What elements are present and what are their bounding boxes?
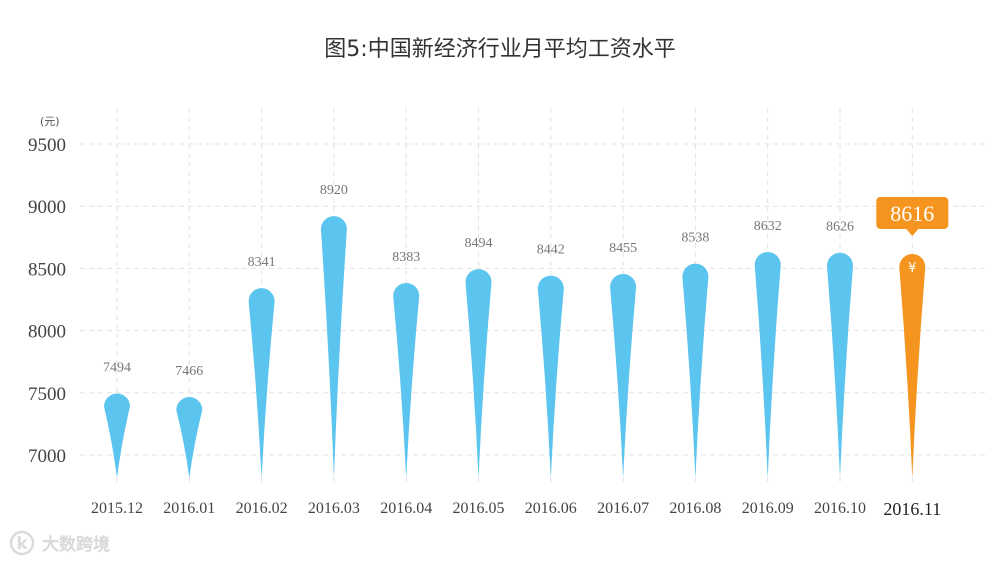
data-label: 8383 bbox=[392, 250, 420, 265]
data-label: 7466 bbox=[175, 364, 203, 379]
svg-text:k: k bbox=[16, 534, 28, 554]
currency-symbol: ¥ bbox=[908, 261, 916, 276]
x-tick-label: 2016.04 bbox=[380, 500, 432, 517]
data-label: 8920 bbox=[320, 183, 348, 198]
y-tick-label: 7000 bbox=[28, 446, 66, 467]
bar bbox=[682, 263, 709, 478]
bar-highlight bbox=[899, 253, 926, 478]
data-label: 8632 bbox=[754, 219, 782, 234]
x-tick-label: 2016.09 bbox=[742, 500, 794, 517]
data-label: 8626 bbox=[826, 220, 854, 235]
bar bbox=[827, 252, 853, 478]
x-tick-label: 2016.07 bbox=[597, 500, 649, 517]
x-tick-label: 2016.11 bbox=[883, 499, 941, 519]
bar bbox=[248, 288, 275, 478]
data-label: 8494 bbox=[465, 236, 493, 251]
data-label: 8455 bbox=[609, 241, 637, 256]
callout-box bbox=[876, 196, 949, 229]
data-label: 8538 bbox=[681, 231, 709, 246]
watermark: k 大数跨境 bbox=[9, 530, 110, 556]
watermark-text: 大数跨境 bbox=[42, 534, 110, 555]
y-axis-unit-label: (元) bbox=[40, 115, 60, 128]
data-label: 8341 bbox=[248, 255, 276, 270]
y-tick-label: 8000 bbox=[28, 322, 66, 343]
bar bbox=[610, 273, 637, 478]
bars: ¥ bbox=[104, 216, 926, 478]
y-tick-label: 8500 bbox=[28, 259, 66, 280]
y-tick-label: 7500 bbox=[28, 384, 66, 405]
x-tick-label: 2016.01 bbox=[163, 500, 215, 517]
x-tick-label: 2016.08 bbox=[669, 500, 721, 517]
bar bbox=[754, 251, 781, 478]
x-tick-label: 2016.05 bbox=[453, 500, 505, 517]
callout-pointer bbox=[906, 228, 919, 236]
y-tick-label: 9500 bbox=[28, 135, 66, 156]
x-tick-label: 2016.06 bbox=[525, 500, 577, 517]
callout-value: 8616 bbox=[890, 201, 934, 226]
x-tick-label: 2016.02 bbox=[236, 500, 288, 517]
bar bbox=[320, 216, 347, 478]
bar bbox=[104, 393, 130, 478]
watermark-logo: k bbox=[9, 530, 35, 556]
data-label: 7494 bbox=[103, 361, 131, 376]
x-tick-label: 2016.10 bbox=[814, 500, 866, 517]
x-axis: 2015.12 2016.01 2016.02 2016.03 2016.04 2016.… bbox=[91, 499, 941, 519]
highlight-callout: 8616 bbox=[876, 196, 949, 236]
bar bbox=[465, 269, 492, 478]
x-tick-label: 2015.12 bbox=[91, 500, 143, 517]
grid bbox=[80, 108, 985, 483]
y-axis: 7000 7500 8000 8500 9000 9500 bbox=[28, 135, 66, 467]
bar bbox=[176, 397, 203, 478]
x-tick-label: 2016.03 bbox=[308, 500, 360, 517]
chart-title: 图5:中国新经济行业月平均工资水平 bbox=[324, 37, 675, 62]
data-labels: 7494 7466 8341 8920 8383 8494 8442 8455 8538 8632… bbox=[103, 183, 854, 379]
bar bbox=[393, 282, 420, 478]
data-label: 8442 bbox=[537, 243, 565, 258]
bar bbox=[537, 275, 564, 478]
y-tick-label: 9000 bbox=[28, 197, 66, 218]
